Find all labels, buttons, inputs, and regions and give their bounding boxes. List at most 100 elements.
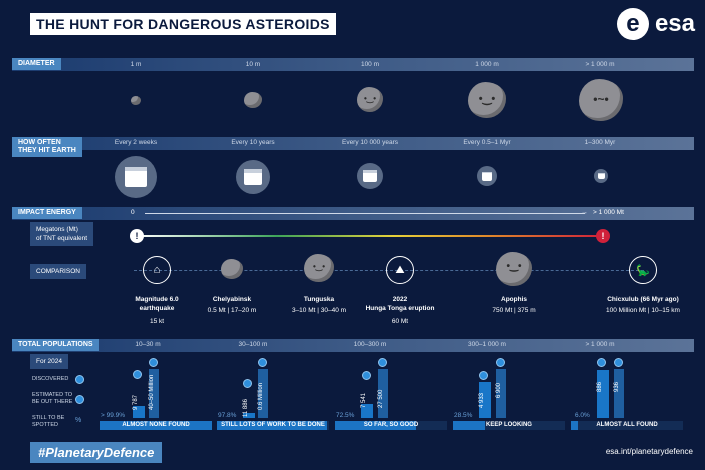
comparison-value-tunguska: 3–10 Mt | 30–40 m xyxy=(291,307,347,314)
status-bar-2 xyxy=(217,421,327,430)
discovered-value-4: 4 933 xyxy=(479,392,485,408)
bar-asteroid-icon xyxy=(258,358,267,367)
energy-scale xyxy=(137,235,603,237)
diameter-col-4: 1 000 m xyxy=(475,61,499,68)
asteroid-icon: •‿• xyxy=(304,254,334,282)
bar-asteroid-icon xyxy=(479,371,488,380)
populations-band xyxy=(12,339,694,352)
population-size-3: 100–300 m xyxy=(353,341,387,348)
asteroid-icon xyxy=(131,96,141,105)
diameter-col-1: 1 m xyxy=(130,61,142,68)
house-icon: ⌂ xyxy=(143,256,171,284)
diameter-label: DIAMETER xyxy=(12,58,61,70)
bar-asteroid-icon xyxy=(362,371,371,380)
comparison-value-apophis: 750 Mt | 375 m xyxy=(492,307,536,314)
comparison-value-tonga: 60 Mt xyxy=(391,318,409,325)
frequency-col-4: Every 0.5–1 Myr xyxy=(463,139,511,146)
arrow-right-icon: → xyxy=(581,209,588,216)
diameter-col-2: 10 m xyxy=(245,61,261,68)
status-bar-4 xyxy=(453,421,485,430)
bar-asteroid-icon xyxy=(614,358,623,367)
estimated-bar-4 xyxy=(496,369,506,418)
diameter-col-5: > 1 000 m xyxy=(585,61,615,68)
calendar-icon xyxy=(357,163,383,189)
comparison-value-earthquake: 15 kt xyxy=(149,318,165,325)
bar-asteroid-icon xyxy=(243,379,252,388)
population-size-5: > 1 000 m xyxy=(585,341,615,348)
megatons-label: Megatons (Mt) of TNT equivalent xyxy=(30,222,94,246)
discovered-value-2: 11 886 xyxy=(243,399,249,417)
status-text-4: KEEP LOOKING xyxy=(486,422,532,428)
comparison-label: COMPARISON xyxy=(30,264,86,279)
comparison-name-apophis: Apophis xyxy=(501,296,527,303)
energy-label: IMPACT ENERGY xyxy=(12,207,82,219)
status-bar-3 xyxy=(335,421,416,430)
percent-unfound-5: 6.0% xyxy=(575,412,590,419)
estimated-value-5: 936 xyxy=(614,381,620,392)
comparison-name-earthquake: Magnitude 6.0 earthquake xyxy=(135,296,179,312)
estimated-asteroid-icon xyxy=(75,395,84,404)
esa-logo: e esa xyxy=(616,8,695,40)
percent-unfound-2: 97.8% xyxy=(218,412,237,419)
asteroid-icon: •‿• xyxy=(357,87,383,112)
footer-link[interactable]: esa.int/planetarydefence xyxy=(605,447,693,456)
discovered-bar-1 xyxy=(133,406,145,418)
status-track-5 xyxy=(571,421,683,430)
discovered-bar-2 xyxy=(243,413,255,418)
percent-unfound-3: 72.5% xyxy=(336,412,355,419)
asteroid-icon: •‿• xyxy=(468,82,506,118)
row-label-spotted: STILL TO BE SPOTTED xyxy=(32,415,65,428)
esa-logo-text: esa xyxy=(654,10,695,37)
discovered-bar-4 xyxy=(479,382,491,418)
asteroid-icon xyxy=(244,92,262,108)
year-label: For 2024 xyxy=(30,354,69,369)
percent-unfound-4: 28.5% xyxy=(454,412,473,419)
percent-sign: % xyxy=(75,417,82,424)
row-label-estimated: ESTIMATED TO BE OUT THERE xyxy=(32,392,73,405)
population-size-4: 300–1 000 m xyxy=(468,341,506,348)
frequency-col-1: Every 2 weeks xyxy=(114,139,158,146)
estimated-bar-5 xyxy=(614,369,624,418)
volcano-icon: ⛰ xyxy=(386,256,414,284)
esa-logo-mark: e xyxy=(616,8,649,40)
populations-label: TOTAL POPULATIONS xyxy=(12,339,99,351)
frequency-label: HOW OFTEN THEY HIT EARTH xyxy=(12,137,82,157)
population-size-2: 30–100 m xyxy=(238,341,268,348)
page-title: THE HUNT FOR DANGEROUS ASTEROIDS xyxy=(30,13,336,35)
energy-arrow-line xyxy=(145,213,585,214)
estimated-value-4: 6 900 xyxy=(496,382,502,398)
energy-start-value: 0 xyxy=(131,209,135,216)
status-text-2: STILL LOTS OF WORK TO BE DONE xyxy=(221,422,325,428)
status-bar-5 xyxy=(571,421,578,430)
frequency-col-5: 1–300 Myr xyxy=(584,139,616,146)
high-energy-alert-icon: ! xyxy=(596,229,610,243)
status-text-5: ALMOST ALL FOUND xyxy=(596,422,658,428)
discovered-asteroid-icon xyxy=(75,375,84,384)
estimated-bar-2 xyxy=(258,369,268,418)
energy-end-value: > 1 000 Mt xyxy=(593,209,624,216)
population-size-1: 10–30 m xyxy=(135,341,161,348)
calendar-icon xyxy=(594,169,608,183)
diameter-band xyxy=(12,58,694,71)
bar-asteroid-icon xyxy=(133,370,142,379)
estimated-value-3: 27 500 xyxy=(378,389,384,408)
bar-asteroid-icon xyxy=(149,358,158,367)
diameter-col-3: 100 m xyxy=(360,61,380,68)
discovered-bar-3 xyxy=(361,404,373,418)
frequency-col-3: Every 10 000 years xyxy=(341,139,398,146)
frequency-band xyxy=(12,137,694,150)
bar-asteroid-icon xyxy=(378,358,387,367)
status-track-4 xyxy=(453,421,565,430)
status-bar-1 xyxy=(100,421,212,430)
discovered-bar-5 xyxy=(597,370,609,418)
bar-asteroid-icon xyxy=(496,358,505,367)
asteroid-icon: •‿• xyxy=(496,252,532,286)
comparison-name-chicxulub: Chicxulub (66 Myr ago) xyxy=(607,296,679,303)
discovered-value-5: 886 xyxy=(597,381,603,392)
discovered-value-1: 9 787 xyxy=(133,394,139,410)
asteroid-icon: •~• xyxy=(579,79,623,121)
comparison-name-chelyabinsk: Chelyabinsk xyxy=(212,296,252,303)
estimated-value-2: 0.6 Million xyxy=(258,382,264,410)
comparison-value-chicxulub: 100 Million Mt | 10–15 km xyxy=(606,307,680,314)
dinosaur-icon: 🦕 xyxy=(629,256,657,284)
